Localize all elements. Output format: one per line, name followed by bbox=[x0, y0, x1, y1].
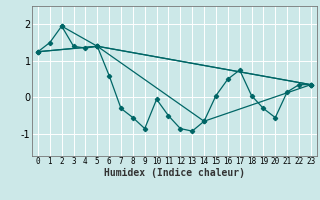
X-axis label: Humidex (Indice chaleur): Humidex (Indice chaleur) bbox=[104, 168, 245, 178]
